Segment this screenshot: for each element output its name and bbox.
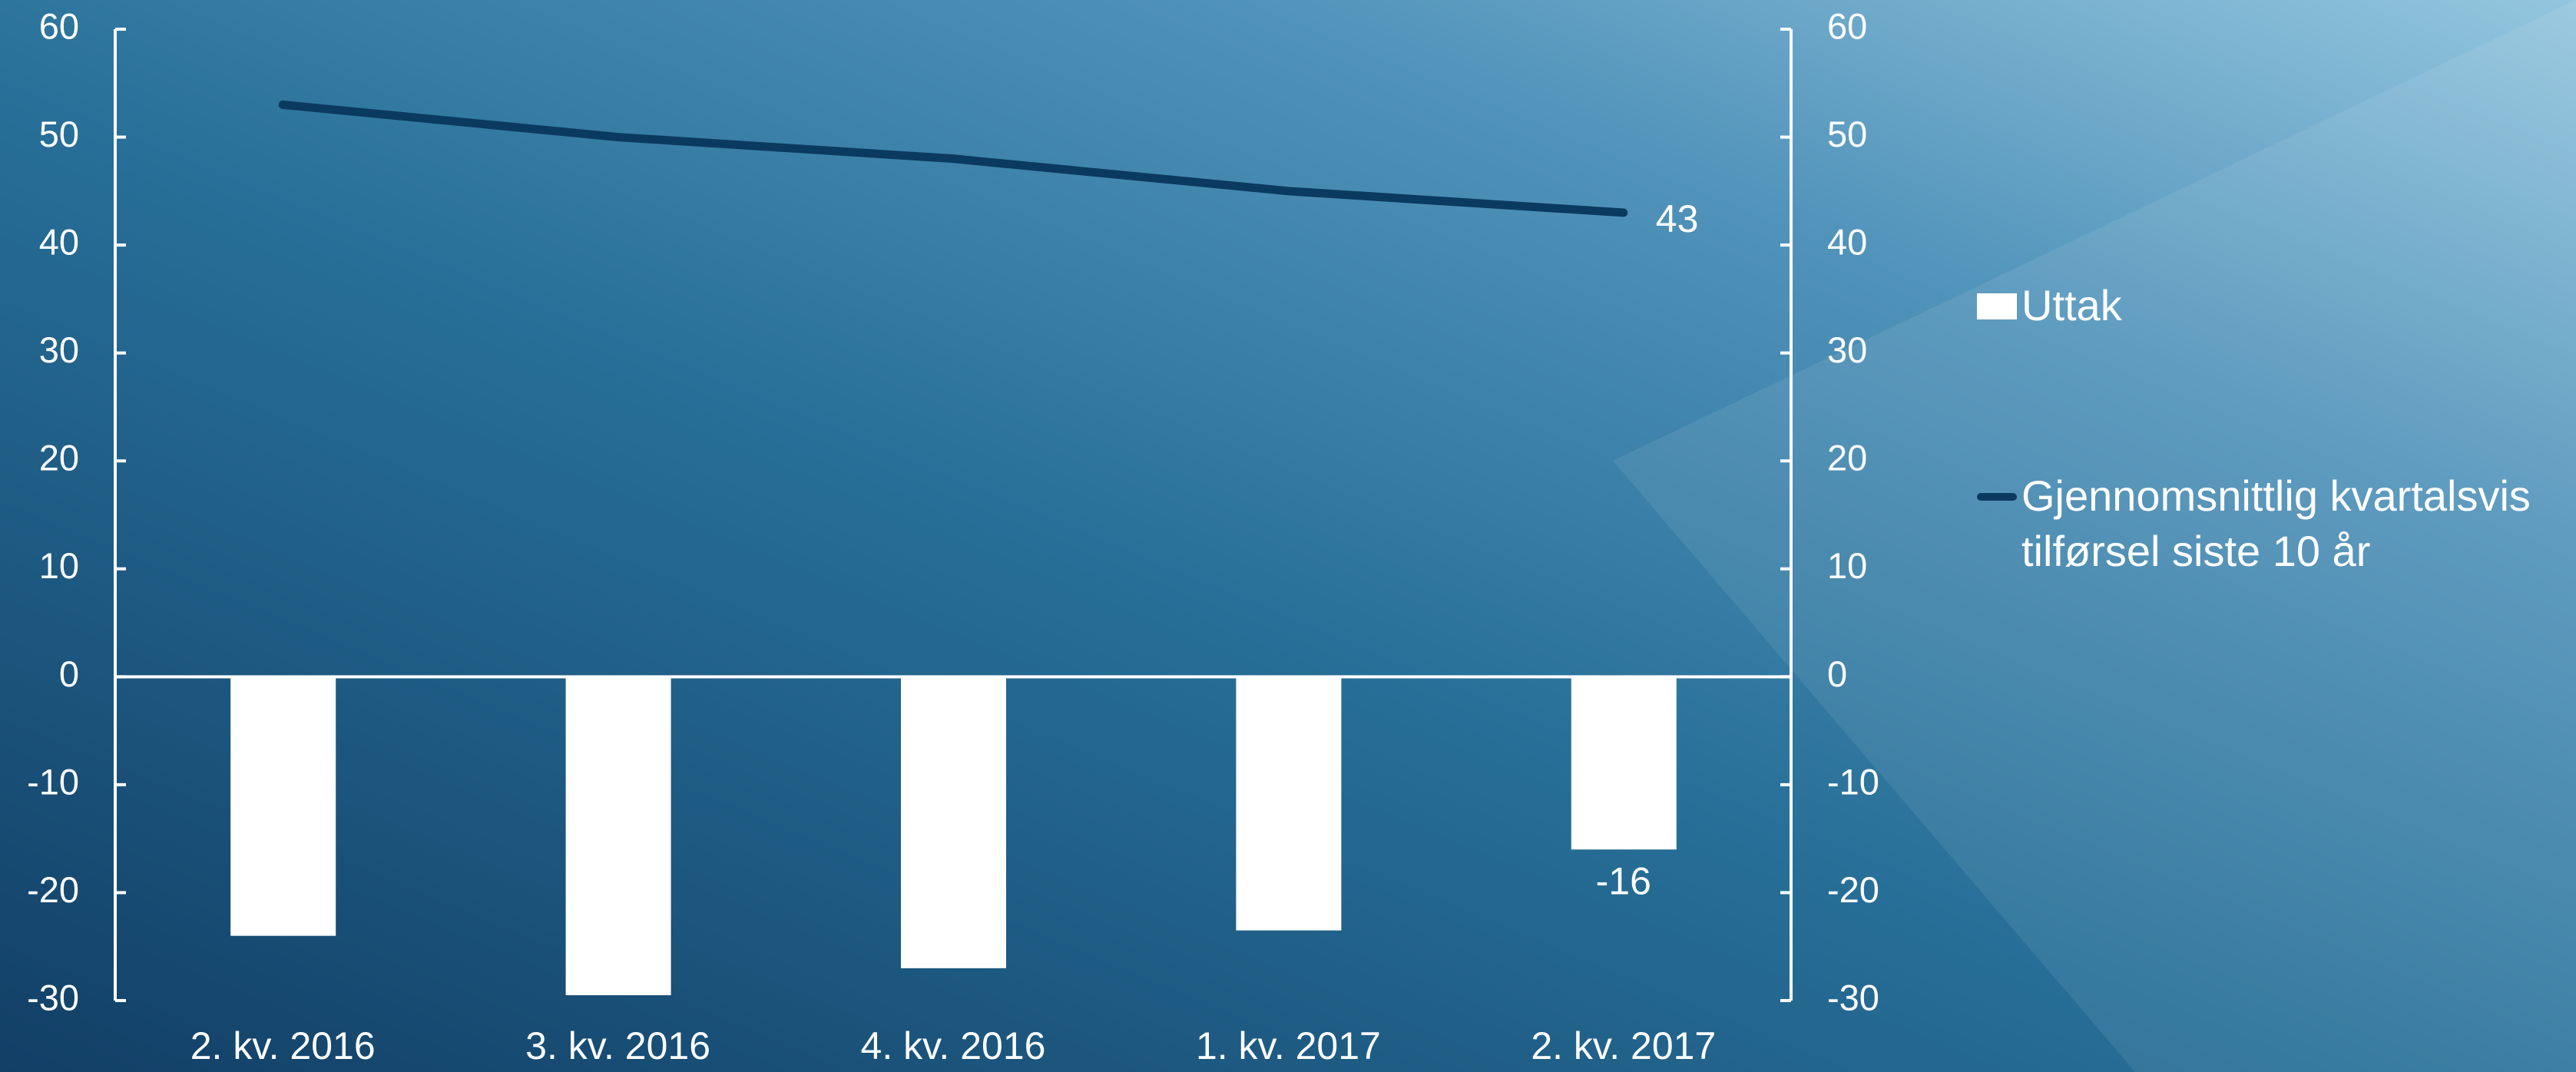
- x-tick-label: 3. kv. 2016: [525, 1024, 710, 1067]
- plot-area: -30 -20 -10 0 10 20 30 40 50 60 -30 -20 -10 0 10 20 30 40…: [27, 5, 1879, 1067]
- x-tick-label: 2. kv. 2017: [1531, 1024, 1716, 1067]
- bar: [1571, 677, 1677, 850]
- y-tick-label: 50: [39, 114, 79, 154]
- x-tick-label: 2. kv. 2016: [190, 1024, 376, 1067]
- y-tick-label: 20: [39, 438, 79, 478]
- y-tick-label: -10: [27, 761, 79, 802]
- bar: [901, 677, 1006, 968]
- y-tick-label: 0: [59, 653, 79, 694]
- y-tick-label: 10: [39, 545, 79, 586]
- legend-key: [1977, 493, 2017, 501]
- bar: [230, 677, 336, 936]
- y2-tick-label: 60: [1827, 5, 1867, 46]
- line: [278, 100, 1628, 217]
- y2-tick-label: 30: [1827, 329, 1867, 370]
- y2-tick-label: -30: [1827, 977, 1879, 1017]
- data-label: -16: [1596, 859, 1651, 902]
- y2-tick-label: 20: [1827, 438, 1867, 478]
- y2-tick-label: -10: [1827, 761, 1879, 802]
- y2-tick-label: -20: [1827, 869, 1879, 910]
- bar: [565, 677, 671, 995]
- legend-label: Uttak: [2021, 281, 2122, 329]
- legend-key: [1977, 293, 2017, 319]
- data-label: 43: [1656, 197, 1699, 240]
- bar: [1236, 677, 1342, 931]
- legend-label: Gjennomsnittlig kvartalsvis tilførsel si…: [2021, 471, 2531, 575]
- y-tick-label: 30: [39, 329, 79, 370]
- x-tick-label: 4. kv. 2016: [861, 1024, 1046, 1067]
- y2-tick-label: 10: [1827, 545, 1867, 586]
- x-tick-label: 1. kv. 2017: [1196, 1024, 1381, 1067]
- background-shape: [1613, 0, 2576, 1072]
- y-tick-label: 60: [39, 5, 79, 46]
- y-tick-label: 40: [39, 222, 79, 263]
- y-tick-label: -30: [27, 977, 79, 1017]
- y-tick-label: -20: [27, 869, 79, 910]
- y2-tick-label: 50: [1827, 114, 1867, 154]
- y2-tick-label: 0: [1827, 653, 1847, 694]
- y2-tick-label: 40: [1827, 222, 1867, 263]
